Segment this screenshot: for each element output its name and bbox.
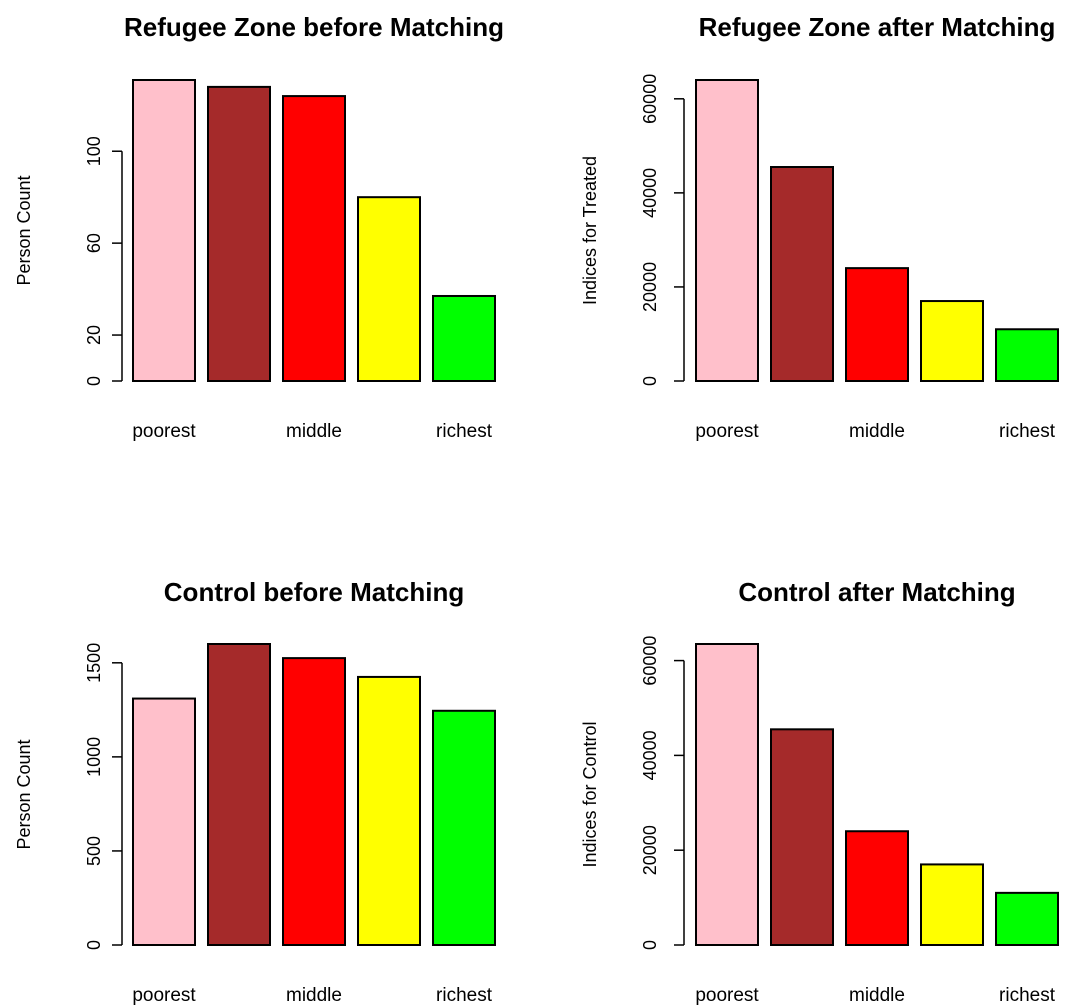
y-tick-label: 1500 (84, 643, 104, 683)
y-tick-label: 60000 (640, 74, 660, 124)
bar-1 (695, 643, 759, 946)
y-tick-label: 0 (640, 376, 660, 386)
y-tick-label: 40000 (640, 730, 660, 780)
category-label: middle (849, 421, 905, 442)
bar-1 (132, 79, 196, 382)
category-label: poorest (695, 421, 759, 442)
category-label: middle (286, 421, 342, 442)
y-tick-label: 100 (84, 136, 104, 166)
y-tick-label: 1000 (84, 737, 104, 777)
bar-1 (132, 697, 196, 947)
chart-title: Refugee Zone after Matching (699, 12, 1056, 42)
category-label: richest (999, 985, 1056, 1005)
y-axis-label: Indices for Treated (580, 156, 600, 305)
category-label: richest (436, 421, 493, 442)
category-label: middle (849, 985, 905, 1005)
bar-3 (845, 830, 909, 946)
bar-4 (357, 196, 421, 382)
chart-panel-1: Refugee Zone before Matching Person Count… (14, 12, 504, 442)
y-axis-label: Person Count (14, 175, 34, 285)
y-tick-label: 20 (84, 325, 104, 345)
bar-2 (207, 85, 271, 382)
y-axis-label: Indices for Control (580, 721, 600, 867)
bar-2 (770, 728, 834, 946)
y-tick-label: 40000 (640, 168, 660, 218)
y-axis-label: Person Count (14, 739, 34, 849)
chart-panel-2: Refugee Zone after Matching Indices for T… (580, 12, 1059, 442)
y-tick-label: 20000 (640, 262, 660, 312)
category-label: poorest (132, 985, 196, 1005)
bar-3 (845, 267, 909, 382)
category-label: poorest (132, 421, 196, 442)
y-tick-label: 60000 (640, 636, 660, 686)
bar-3 (282, 95, 346, 382)
bar-5 (995, 891, 1059, 947)
chart-panel-4: Control after Matching Indices for Contro… (580, 577, 1059, 1005)
category-label: richest (999, 421, 1056, 442)
y-tick-label: 500 (84, 836, 104, 866)
y-tick-label: 0 (84, 940, 104, 950)
bar-1 (695, 79, 759, 382)
category-label: middle (286, 985, 342, 1005)
chart-panel-3: Control before Matching Person Count 0 500 1… (14, 577, 496, 1005)
y-tick-label: 0 (84, 376, 104, 386)
y-tick-label: 60 (84, 233, 104, 253)
chart-title: Control before Matching (164, 577, 464, 607)
bar-5 (995, 328, 1059, 382)
y-tick-label: 20000 (640, 825, 660, 875)
bar-4 (357, 675, 421, 946)
bar-2 (207, 643, 271, 946)
category-label: richest (436, 985, 493, 1005)
chart-title: Control after Matching (738, 577, 1015, 607)
y-tick-label: 0 (640, 940, 660, 950)
bar-5 (432, 294, 496, 383)
bar-3 (282, 657, 346, 946)
bar-5 (432, 709, 496, 946)
bar-4 (920, 863, 984, 946)
category-label: poorest (695, 985, 759, 1005)
bar-4 (920, 300, 984, 382)
bar-2 (770, 166, 834, 382)
chart-title: Refugee Zone before Matching (124, 12, 504, 42)
